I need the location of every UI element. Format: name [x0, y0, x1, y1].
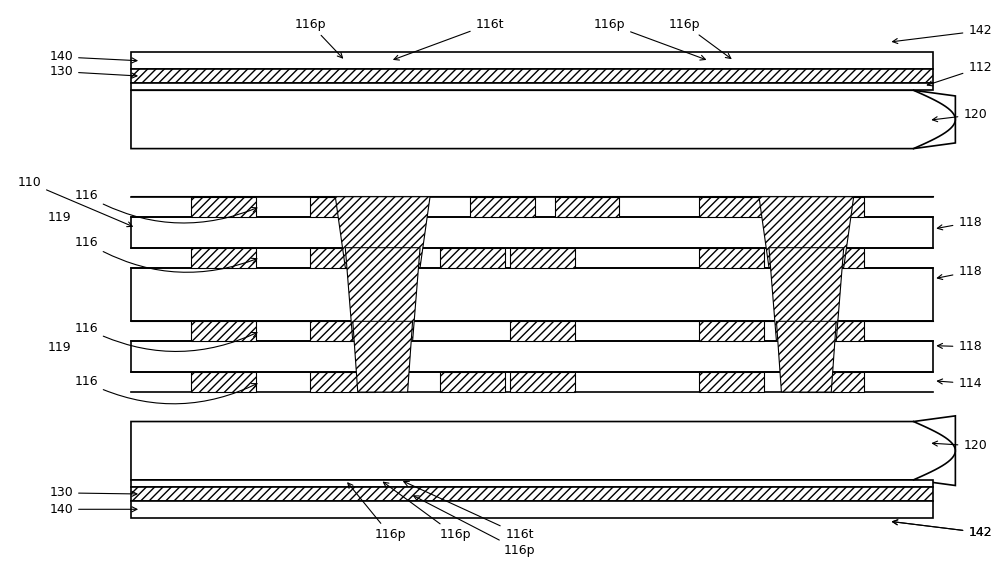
Bar	[440, 372, 505, 392]
Bar	[310, 372, 375, 392]
Bar	[699, 372, 764, 392]
Polygon shape	[776, 321, 836, 392]
Text: 142: 142	[893, 24, 992, 44]
Text: 130: 130	[49, 65, 137, 78]
Text: 140: 140	[49, 51, 137, 63]
Text: 118: 118	[937, 265, 982, 279]
Text: 110: 110	[17, 176, 132, 226]
Polygon shape	[335, 197, 430, 267]
Bar	[699, 197, 764, 217]
Bar	[799, 321, 864, 341]
Bar	[555, 197, 619, 217]
Text: 116: 116	[74, 236, 257, 273]
Text: 142: 142	[893, 520, 992, 539]
Text: 130: 130	[49, 486, 137, 500]
Text: 116: 116	[74, 321, 257, 352]
Bar	[191, 372, 256, 392]
Bar	[131, 267, 933, 321]
Bar	[510, 372, 575, 392]
Text: 118: 118	[937, 340, 982, 353]
Text: 114: 114	[937, 377, 982, 390]
Text: 116p: 116p	[348, 483, 406, 541]
Bar	[131, 84, 933, 90]
Bar	[131, 217, 933, 248]
Bar	[799, 372, 864, 392]
Text: 116p: 116p	[295, 18, 343, 58]
Bar	[799, 248, 864, 267]
Text: 112: 112	[927, 61, 992, 86]
Text: 140: 140	[49, 503, 137, 516]
Bar	[440, 248, 505, 267]
Text: 116p: 116p	[383, 483, 471, 541]
Text: 116p: 116p	[414, 496, 535, 557]
Bar	[131, 69, 933, 84]
Text: 118: 118	[937, 216, 982, 230]
Bar	[131, 341, 933, 372]
Text: 116p: 116p	[594, 18, 705, 60]
Bar	[310, 321, 375, 341]
Text: 142: 142	[893, 520, 992, 539]
Bar	[131, 486, 933, 501]
Bar	[191, 248, 256, 267]
Polygon shape	[759, 197, 854, 267]
Bar	[470, 197, 535, 217]
Text: 116t: 116t	[394, 18, 504, 60]
Bar	[310, 248, 375, 267]
Bar	[191, 321, 256, 341]
Text: 116p: 116p	[668, 18, 731, 59]
Bar	[310, 197, 375, 217]
Polygon shape	[131, 90, 955, 149]
Text: 116t: 116t	[404, 481, 534, 541]
Text: 119: 119	[47, 211, 71, 224]
Polygon shape	[353, 321, 413, 392]
Bar	[131, 501, 933, 518]
Polygon shape	[345, 248, 420, 341]
Bar	[510, 321, 575, 341]
Text: 116: 116	[74, 188, 257, 223]
Bar	[191, 197, 256, 217]
Text: 120: 120	[932, 439, 987, 452]
Polygon shape	[769, 248, 844, 341]
Bar	[510, 248, 575, 267]
Bar	[699, 321, 764, 341]
Text: 116: 116	[74, 376, 257, 404]
Bar	[131, 52, 933, 69]
Bar	[799, 197, 864, 217]
Text: 119: 119	[47, 341, 71, 354]
Bar	[699, 248, 764, 267]
Polygon shape	[131, 416, 955, 485]
Text: 120: 120	[932, 108, 987, 122]
Bar	[131, 480, 933, 486]
